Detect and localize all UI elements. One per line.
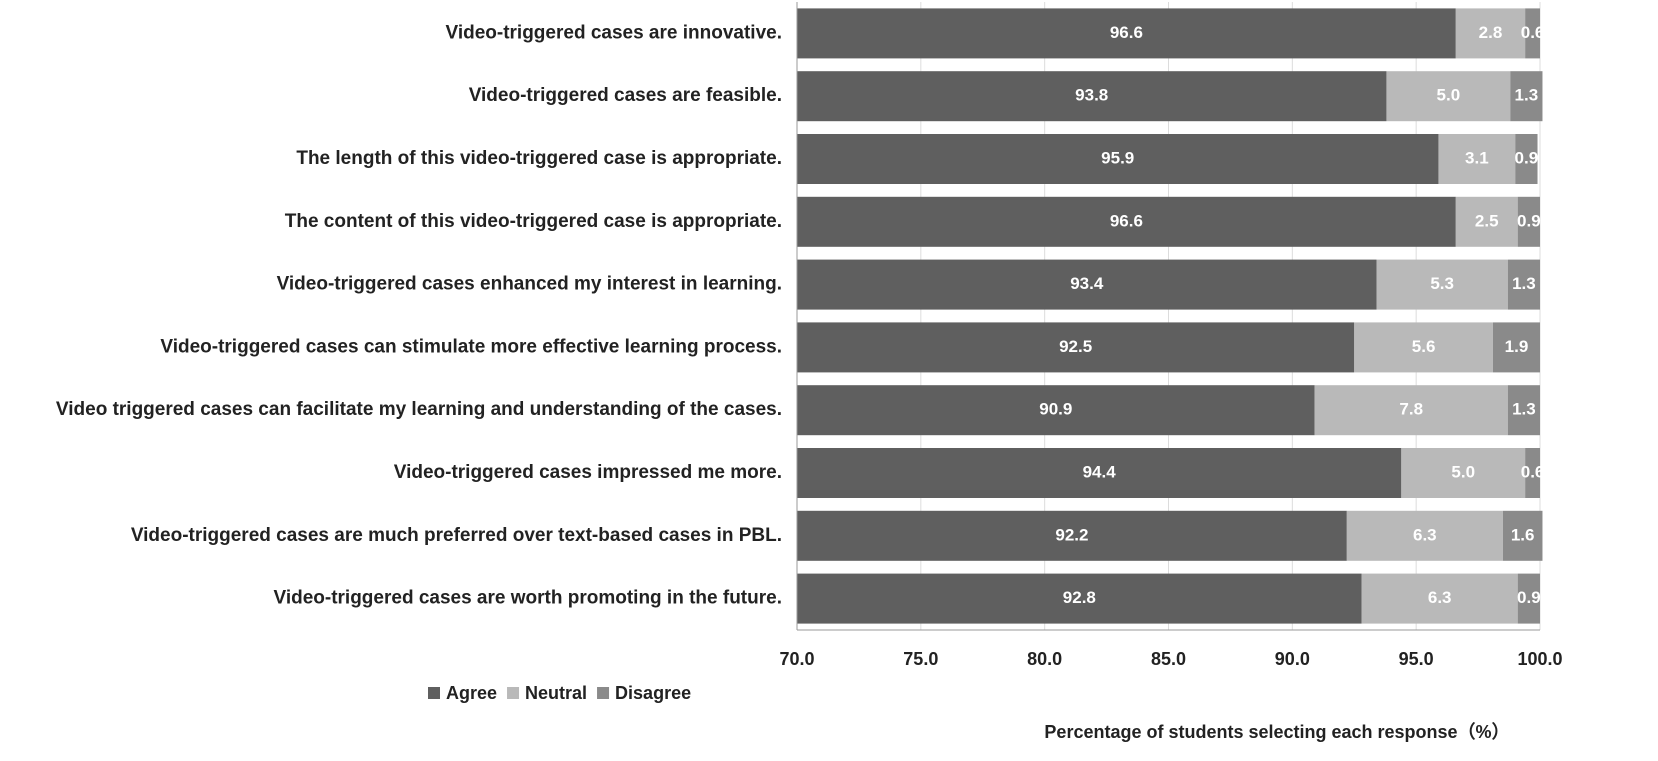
bar-segment	[797, 8, 1456, 59]
value-label: 96.6	[1110, 23, 1143, 42]
bar-segment	[1354, 322, 1493, 373]
bar-segment	[1517, 573, 1540, 624]
value-label: 92.8	[1063, 588, 1096, 607]
y-tick-label: Video-triggered cases are feasible.	[469, 85, 782, 106]
bar-segment	[1376, 259, 1508, 310]
value-label: 6.3	[1413, 525, 1437, 544]
value-label: 92.2	[1055, 525, 1088, 544]
legend-label: Neutral	[525, 683, 587, 703]
value-label: 93.4	[1070, 274, 1104, 293]
bar-segment	[797, 573, 1362, 624]
bar-segment	[1507, 385, 1540, 436]
x-axis-label: Percentage of students selecting each re…	[1044, 722, 1509, 742]
bar-segment	[1346, 510, 1503, 561]
bar-segment	[1517, 196, 1540, 247]
value-label: 1.3	[1512, 274, 1536, 293]
value-label: 3.1	[1465, 148, 1489, 167]
value-label: 90.9	[1039, 400, 1072, 419]
x-tick-label: 70.0	[779, 649, 814, 669]
bar-segment	[1510, 71, 1543, 122]
bar-segment	[1386, 71, 1511, 122]
bar-segment	[1525, 8, 1540, 59]
bar-segment	[797, 322, 1355, 373]
legend-swatch	[597, 687, 610, 699]
value-label: 5.0	[1451, 462, 1475, 481]
value-label: 94.4	[1083, 462, 1117, 481]
value-label: 1.3	[1515, 86, 1539, 105]
legend-swatch	[507, 687, 520, 699]
value-label: 2.8	[1479, 23, 1503, 42]
bar-segment	[797, 196, 1456, 247]
bar-segment	[797, 259, 1377, 310]
y-tick-label: Video-triggered cases enhanced my intere…	[277, 274, 782, 295]
value-label: 6.3	[1428, 588, 1452, 607]
x-tick-label: 80.0	[1027, 649, 1062, 669]
bar-segment	[797, 71, 1387, 122]
value-label: 1.9	[1505, 337, 1529, 356]
bar-segment	[1492, 322, 1540, 373]
value-label: 5.3	[1430, 274, 1454, 293]
value-label: 2.5	[1475, 211, 1499, 230]
y-tick-label: Video-triggered cases are innovative.	[445, 22, 782, 43]
legend-label: Agree	[446, 683, 497, 703]
bar-segment	[1507, 259, 1540, 310]
value-label: 7.8	[1399, 400, 1423, 419]
x-tick-label: 95.0	[1399, 649, 1434, 669]
bar-segment	[1438, 134, 1516, 184]
value-label: 5.6	[1412, 337, 1436, 356]
y-tick-label: Video-triggered cases impressed me more.	[394, 462, 782, 483]
bar-segment	[797, 448, 1402, 498]
bar-segment	[1455, 196, 1518, 247]
y-tick-label: The length of this video-triggered case …	[296, 148, 782, 169]
bar-segment	[1361, 573, 1518, 624]
value-label: 0.6	[1521, 23, 1545, 42]
x-tick-label: 85.0	[1151, 649, 1186, 669]
bar-segment	[1515, 134, 1538, 184]
bar-segment	[1502, 510, 1543, 561]
bar-segment	[797, 510, 1347, 561]
x-tick-label: 100.0	[1517, 649, 1562, 669]
y-tick-label: The content of this video-triggered case…	[285, 211, 782, 232]
legend-swatch	[428, 687, 440, 699]
y-tick-label: Video triggered cases can facilitate my …	[56, 399, 782, 420]
value-label: 0.9	[1517, 211, 1541, 230]
bar-segment	[1314, 385, 1508, 436]
y-tick-label: Video-triggered cases can stimulate more…	[160, 336, 782, 357]
y-tick-label: Video-triggered cases are worth promotin…	[273, 588, 782, 609]
bar-segment	[1401, 448, 1526, 498]
bar-segment	[1455, 8, 1526, 59]
y-tick-label: Video-triggered cases are much preferred…	[131, 525, 782, 546]
value-label: 0.9	[1517, 588, 1541, 607]
value-label: 92.5	[1059, 337, 1092, 356]
value-label: 96.6	[1110, 211, 1143, 230]
value-label: 1.6	[1511, 525, 1535, 544]
bar-segment	[797, 385, 1315, 436]
x-tick-label: 90.0	[1275, 649, 1310, 669]
bar-segment	[1525, 448, 1540, 498]
value-label: 5.0	[1437, 86, 1461, 105]
value-label: 0.9	[1515, 148, 1539, 167]
x-tick-label: 75.0	[903, 649, 938, 669]
bar-segment	[797, 134, 1439, 184]
legend-label: Disagree	[615, 683, 691, 703]
value-label: 95.9	[1101, 148, 1134, 167]
value-label: 0.6	[1521, 462, 1545, 481]
value-label: 93.8	[1075, 86, 1108, 105]
value-label: 1.3	[1512, 400, 1536, 419]
